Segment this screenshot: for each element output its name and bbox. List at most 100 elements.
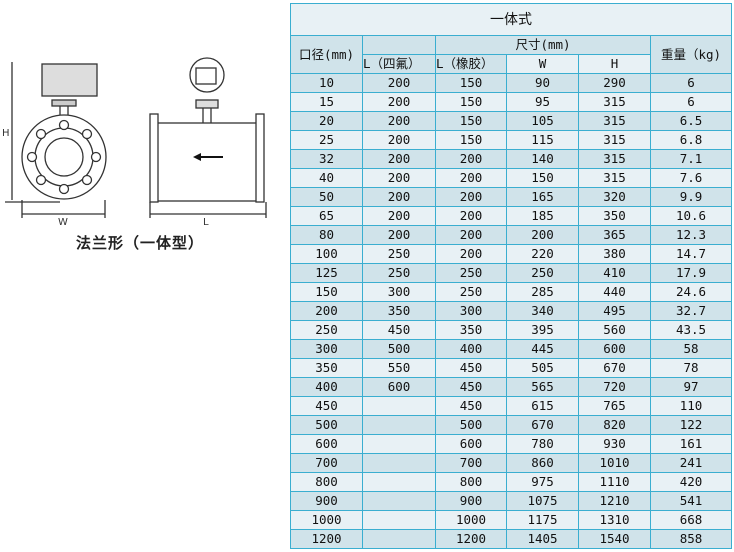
table-cell: 200 bbox=[362, 111, 436, 131]
table-row: 100 250 200 220 380 14.7 bbox=[290, 244, 732, 264]
table-cell: 161 bbox=[650, 434, 732, 454]
table-row: 50 200 200 165 320 9.9 bbox=[290, 187, 732, 207]
table-cell: 150 bbox=[435, 92, 507, 112]
table-cell: 95 bbox=[506, 92, 579, 112]
table-cell: 250 bbox=[290, 320, 363, 340]
table-cell: 65 bbox=[290, 206, 363, 226]
table-cell: 15 bbox=[290, 92, 363, 112]
table-cell: 780 bbox=[506, 434, 579, 454]
table-cell: 200 bbox=[362, 206, 436, 226]
table-row: 600 600 780 930 161 bbox=[290, 434, 732, 454]
table-cell: 410 bbox=[578, 263, 651, 283]
table-cell: 315 bbox=[578, 168, 651, 188]
table-cell: 350 bbox=[435, 320, 507, 340]
table-cell: 80 bbox=[290, 225, 363, 245]
table-row: 300 500 400 445 600 58 bbox=[290, 339, 732, 359]
table-cell: 400 bbox=[435, 339, 507, 359]
table-cell: 290 bbox=[578, 73, 651, 93]
table-cell: 800 bbox=[290, 472, 363, 492]
table-cell bbox=[362, 510, 436, 530]
table-cell: 720 bbox=[578, 377, 651, 397]
table-cell: 6.5 bbox=[650, 111, 732, 131]
table-cell: 858 bbox=[650, 529, 732, 549]
table-row: 1200 1200 1405 1540 858 bbox=[290, 529, 732, 549]
table-row: 125 250 250 250 410 17.9 bbox=[290, 263, 732, 283]
table-cell: 150 bbox=[435, 111, 507, 131]
table-cell: 300 bbox=[435, 301, 507, 321]
table-row: 900 900 1075 1210 541 bbox=[290, 491, 732, 511]
table-cell: 14.7 bbox=[650, 244, 732, 264]
table-cell: 17.9 bbox=[650, 263, 732, 283]
table-cell: 200 bbox=[362, 130, 436, 150]
table-cell: 505 bbox=[506, 358, 579, 378]
table-cell: 600 bbox=[362, 377, 436, 397]
table-cell: 670 bbox=[578, 358, 651, 378]
table-row: 32 200 200 140 315 7.1 bbox=[290, 149, 732, 169]
table-cell: 12.3 bbox=[650, 225, 732, 245]
table-cell: 110 bbox=[650, 396, 732, 416]
table-cell: 7.1 bbox=[650, 149, 732, 169]
table-cell: 6.8 bbox=[650, 130, 732, 150]
table-cell: 500 bbox=[290, 415, 363, 435]
table-cell: 670 bbox=[506, 415, 579, 435]
table-cell: 700 bbox=[290, 453, 363, 473]
table-cell: 150 bbox=[435, 130, 507, 150]
table-cell: 285 bbox=[506, 282, 579, 302]
table-cell: 600 bbox=[435, 434, 507, 454]
drawing-caption: 法兰形（一体型） bbox=[75, 234, 204, 252]
table-cell: 445 bbox=[506, 339, 579, 359]
table-cell: 200 bbox=[435, 187, 507, 207]
header-w: W bbox=[506, 54, 579, 74]
table-cell: 200 bbox=[362, 73, 436, 93]
table-cell: 365 bbox=[578, 225, 651, 245]
table-row: 350 550 450 505 670 78 bbox=[290, 358, 732, 378]
table-row: 200 350 300 340 495 32.7 bbox=[290, 301, 732, 321]
table-cell: 150 bbox=[435, 73, 507, 93]
table-cell: 185 bbox=[506, 206, 579, 226]
table-row: 250 450 350 395 560 43.5 bbox=[290, 320, 732, 340]
table-cell: 800 bbox=[435, 472, 507, 492]
table-cell: 1000 bbox=[435, 510, 507, 530]
table-cell: 200 bbox=[435, 206, 507, 226]
table-row: 80 200 200 200 365 12.3 bbox=[290, 225, 732, 245]
table-cell: 250 bbox=[435, 263, 507, 283]
table-cell: 1075 bbox=[506, 491, 579, 511]
table-cell: 615 bbox=[506, 396, 579, 416]
table-cell: 50 bbox=[290, 187, 363, 207]
table-cell: 450 bbox=[362, 320, 436, 340]
table-cell: 200 bbox=[435, 244, 507, 264]
table-cell: 820 bbox=[578, 415, 651, 435]
header-size: 尺寸(mm) bbox=[435, 35, 651, 55]
table-cell: 150 bbox=[290, 282, 363, 302]
table-cell: 450 bbox=[435, 396, 507, 416]
table-cell: 25 bbox=[290, 130, 363, 150]
table-cell: 78 bbox=[650, 358, 732, 378]
table-cell: 550 bbox=[362, 358, 436, 378]
table-cell: 115 bbox=[506, 130, 579, 150]
table-cell: 220 bbox=[506, 244, 579, 264]
table-cell: 975 bbox=[506, 472, 579, 492]
dimension-table: 一体式 口径(mm) 尺寸(mm) 重量（kg) L（四氟） L（橡胶） W H… bbox=[290, 3, 732, 549]
table-cell: 43.5 bbox=[650, 320, 732, 340]
table-cell: 200 bbox=[362, 149, 436, 169]
header-h: H bbox=[578, 54, 651, 74]
table-cell: 200 bbox=[435, 225, 507, 245]
header-diameter: 口径(mm) bbox=[290, 35, 363, 74]
table-cell: 200 bbox=[435, 168, 507, 188]
table-cell bbox=[362, 529, 436, 549]
table-cell: 97 bbox=[650, 377, 732, 397]
table-cell: 150 bbox=[506, 168, 579, 188]
table-cell: 450 bbox=[435, 377, 507, 397]
table-cell: 930 bbox=[578, 434, 651, 454]
table-cell: 1175 bbox=[506, 510, 579, 530]
table-cell: 125 bbox=[290, 263, 363, 283]
table-cell: 495 bbox=[578, 301, 651, 321]
table-cell: 900 bbox=[290, 491, 363, 511]
table-cell: 250 bbox=[506, 263, 579, 283]
table-cell: 860 bbox=[506, 453, 579, 473]
table-cell: 700 bbox=[435, 453, 507, 473]
table-cell: 450 bbox=[435, 358, 507, 378]
table-cell: 1405 bbox=[506, 529, 579, 549]
table-cell: 600 bbox=[578, 339, 651, 359]
flow-arrow-icon bbox=[193, 153, 223, 161]
